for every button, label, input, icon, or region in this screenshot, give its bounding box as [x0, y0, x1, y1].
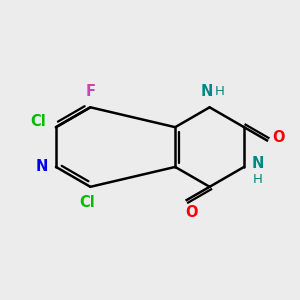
Text: N: N	[36, 159, 48, 174]
Text: O: O	[185, 205, 197, 220]
Text: Cl: Cl	[80, 195, 95, 210]
Text: H: H	[215, 85, 225, 98]
Text: N: N	[252, 157, 264, 172]
Text: O: O	[272, 130, 284, 145]
Text: H: H	[253, 173, 263, 186]
Text: N: N	[200, 85, 213, 100]
Text: Cl: Cl	[30, 114, 46, 129]
Text: F: F	[85, 85, 95, 100]
